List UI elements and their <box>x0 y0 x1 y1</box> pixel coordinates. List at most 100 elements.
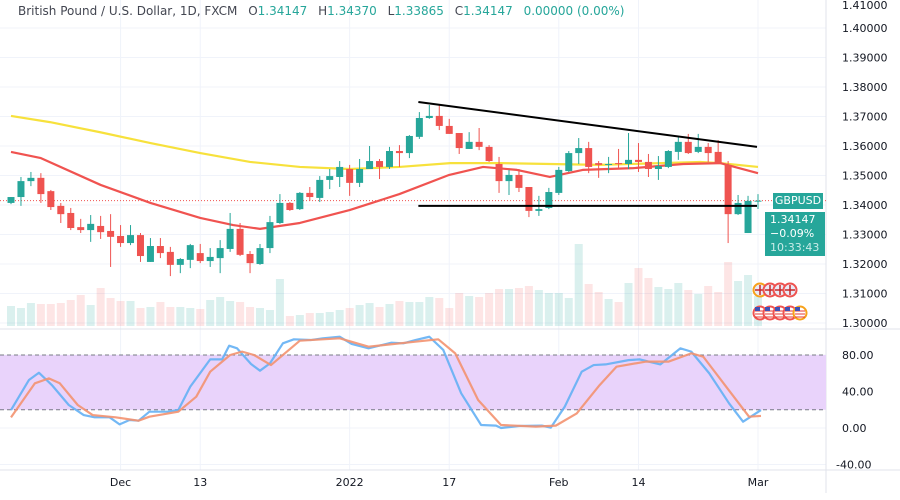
candle-body <box>475 141 483 147</box>
candle-body <box>296 192 304 210</box>
chart-legend: British Pound / U.S. Dollar, 1D, FXCM O1… <box>18 4 624 18</box>
time-axis-label: 14 <box>631 476 645 489</box>
volume-bar <box>116 301 125 326</box>
high-value: 1.34370 <box>327 4 377 18</box>
candle-body <box>376 161 384 167</box>
price-axis-label: 1.39000 <box>842 52 888 65</box>
uk-flag-cross-icon <box>785 285 795 295</box>
time-axis-label: Feb <box>549 476 568 489</box>
stoch-axis-label: 0.00 <box>842 422 867 435</box>
candle-body <box>644 161 652 170</box>
volume-bars <box>7 244 762 326</box>
volume-bar <box>216 297 225 326</box>
price-axis-label: 1.38000 <box>842 81 888 94</box>
volume-bar <box>285 316 294 326</box>
volume-bar <box>7 306 15 326</box>
close-label: C <box>454 4 464 18</box>
stochastic-band <box>0 354 826 411</box>
stoch-axis-label: 40.00 <box>842 386 874 399</box>
candle-body <box>17 181 25 198</box>
candle-body <box>226 228 234 249</box>
candle-body <box>256 248 264 264</box>
open-label: O <box>248 4 258 18</box>
volume-bar <box>485 293 494 326</box>
volume-bar <box>524 286 533 326</box>
candle-body <box>595 163 603 165</box>
axes[interactable]: 1.41000 1.40000 1.39000 1.38000 1.37000 1.360… <box>110 0 888 489</box>
candle-body <box>216 248 224 259</box>
volume-bar <box>654 287 663 326</box>
candle-body <box>465 141 473 149</box>
candle-body <box>326 176 334 180</box>
volume-bar <box>744 275 753 326</box>
candle-body <box>7 197 15 203</box>
volume-bar <box>96 288 105 326</box>
candle-body <box>485 146 493 162</box>
candle-body <box>136 235 144 257</box>
volume-bar <box>16 308 25 326</box>
volume-bar <box>256 308 264 326</box>
candle-body <box>206 256 214 262</box>
volume-bar <box>574 244 583 326</box>
candle-body <box>117 235 125 244</box>
volume-bar <box>176 307 185 326</box>
volume-bar <box>435 298 444 326</box>
volume-bar <box>415 302 424 326</box>
economic-events[interactable] <box>752 282 808 321</box>
candle-body <box>97 225 105 233</box>
volume-bar <box>86 305 95 326</box>
price-axis-label: 1.37000 <box>842 111 888 124</box>
volume-bar <box>196 309 205 326</box>
bar-countdown: 10:33:43 <box>770 241 820 254</box>
candle-body <box>356 169 364 183</box>
candle-body <box>306 192 314 198</box>
volume-bar <box>76 295 85 326</box>
trendlines[interactable] <box>418 101 758 207</box>
volume-bar <box>495 289 504 326</box>
candle-body <box>664 151 672 167</box>
price-axis-label: 1.34000 <box>842 199 888 212</box>
volume-bar <box>644 278 653 326</box>
time-axis-label: Dec <box>110 476 131 489</box>
volume-bar <box>36 304 45 326</box>
volume-bar <box>325 312 334 326</box>
candle-body <box>425 115 433 118</box>
candle-body <box>47 191 55 208</box>
price-axis-label: 1.31000 <box>842 288 888 301</box>
price-axis-label: 1.33000 <box>842 229 888 242</box>
candle-body <box>435 115 443 126</box>
candle-body <box>146 246 154 262</box>
candle-body <box>57 205 65 215</box>
volume-bar <box>56 303 65 326</box>
volume-bar <box>365 303 374 326</box>
candle-body <box>455 133 463 149</box>
candle-body <box>166 251 174 265</box>
price-axis-label: 1.32000 <box>842 258 888 271</box>
stoch-axis-label: -40.00 <box>836 459 871 472</box>
volume-bar <box>146 307 155 326</box>
candle-body <box>515 174 523 188</box>
volume-bar <box>475 297 484 326</box>
volume-bar <box>26 303 35 326</box>
volume-bar <box>455 293 464 326</box>
candle-body <box>236 228 244 255</box>
volume-bar <box>226 301 235 326</box>
volume-bar <box>564 298 573 326</box>
candle-body <box>316 179 324 198</box>
volume-bar <box>734 281 743 326</box>
price-axis-label: 1.41000 <box>842 0 888 12</box>
candle-body <box>156 246 164 254</box>
volume-bar <box>694 294 703 326</box>
volume-bar <box>106 298 115 326</box>
volume-bar <box>315 313 324 326</box>
candle-body <box>87 223 95 231</box>
candle-body <box>575 148 583 154</box>
descending-resistance-trendline[interactable] <box>418 101 758 148</box>
change-value: 0.00000 (0.00%) <box>523 4 625 18</box>
volume-bar <box>295 315 304 326</box>
low-label: L <box>387 4 395 18</box>
volume-bar <box>375 307 384 326</box>
time-axis-label: Mar <box>748 476 769 489</box>
volume-bar <box>684 290 693 326</box>
